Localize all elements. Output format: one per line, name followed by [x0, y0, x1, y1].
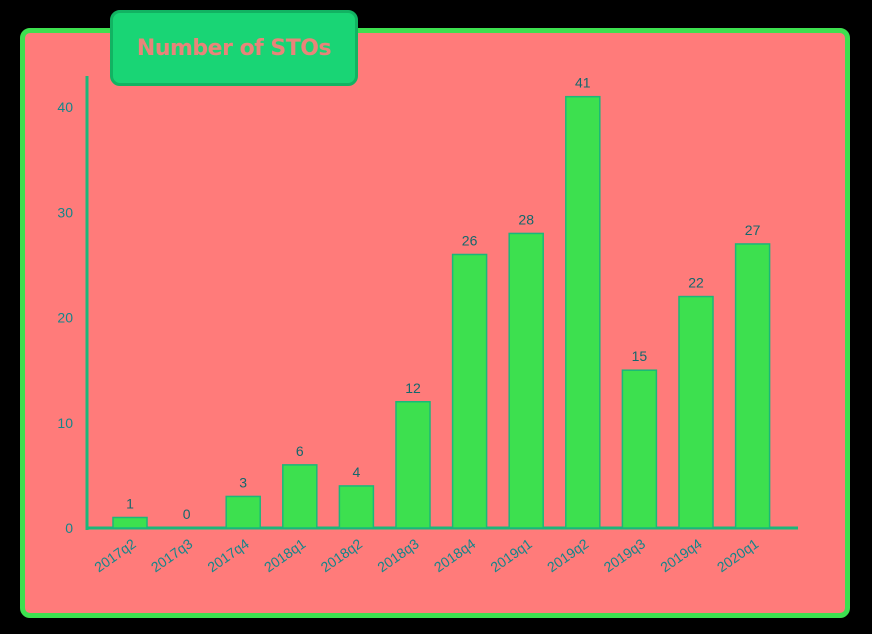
- bar: [395, 401, 431, 529]
- bar: [338, 485, 375, 529]
- x-tick-label: 2020q1: [714, 535, 762, 575]
- bar-value-label: 0: [183, 506, 191, 522]
- bar: [282, 464, 318, 529]
- x-tick-label: 2019q4: [657, 535, 705, 575]
- x-tick-label: 2019q1: [487, 535, 535, 575]
- bar: [112, 516, 148, 529]
- x-tick-label: 2019q2: [544, 535, 592, 575]
- bar-value-label: 1: [126, 495, 134, 511]
- bar: [451, 253, 488, 529]
- bar-value-labels: 1 0 3 6 4 12 26 28 41 15 22 27: [126, 75, 760, 522]
- bar: [225, 495, 261, 529]
- bar-value-label: 4: [353, 464, 361, 480]
- title-tab: Number of STOs: [110, 10, 358, 86]
- bar-value-label: 41: [575, 75, 591, 91]
- bar: [565, 95, 601, 529]
- bar-value-label: 15: [632, 348, 648, 364]
- x-tick-labels: 2017q2 2017q3 2017q4 2018q1 2018q2 2018q3 2018…: [91, 535, 761, 575]
- bar-value-label: 26: [462, 232, 478, 248]
- bar: [621, 369, 658, 529]
- bar-value-label: 27: [745, 222, 761, 238]
- x-tick-label: 2017q2: [91, 535, 139, 575]
- chart-title: Number of STOs: [136, 35, 332, 61]
- x-tick-label: 2018q1: [261, 535, 309, 575]
- bar-value-label: 6: [296, 443, 304, 459]
- x-tick-label: 2018q2: [318, 535, 366, 575]
- bar: [678, 295, 714, 529]
- y-tick-label: 10: [57, 415, 73, 431]
- x-tick-label: 2017q3: [148, 535, 196, 575]
- bar: [734, 243, 771, 529]
- x-tick-label: 2018q4: [431, 535, 479, 575]
- x-tick-label: 2019q3: [601, 535, 649, 575]
- y-tick-label: 30: [57, 204, 73, 220]
- x-tick-label: 2017q4: [204, 535, 252, 575]
- bar-value-label: 28: [518, 211, 534, 227]
- bar-value-label: 12: [405, 380, 421, 396]
- bar-value-label: 3: [239, 474, 247, 490]
- y-tick-label: 40: [57, 99, 73, 115]
- x-tick-label: 2018q3: [374, 535, 422, 575]
- y-tick-label: 20: [57, 310, 73, 326]
- bar-value-label: 22: [688, 275, 704, 291]
- bar: [508, 232, 544, 529]
- y-tick-labels: 0 10 20 30 40: [57, 99, 73, 536]
- bars: [112, 95, 771, 529]
- y-tick-label: 0: [65, 520, 73, 536]
